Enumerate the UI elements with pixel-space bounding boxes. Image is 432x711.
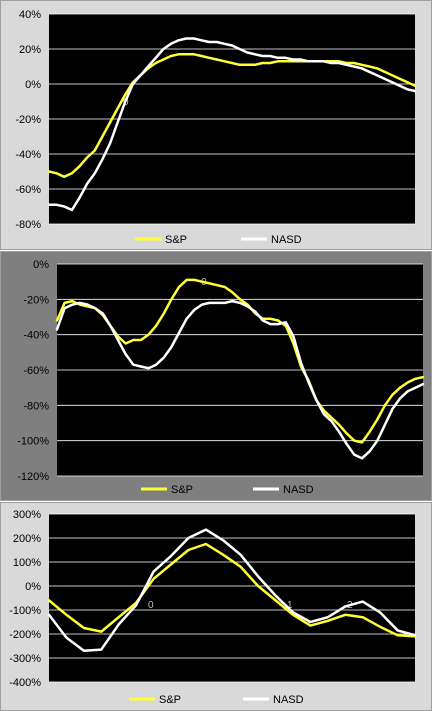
y-tick-label: 0%	[25, 79, 41, 91]
annotation-label: 0	[148, 600, 154, 611]
chart-panel-2: 0% -20% -40% -60% -80% -100% -120% 0 S&P NASD	[0, 251, 432, 501]
y-tick-label: -80%	[23, 400, 49, 412]
y-tick-label: -100%	[17, 436, 49, 448]
y-tick-label: -60%	[23, 365, 49, 377]
legend-label-nasd: NASD	[283, 484, 314, 496]
annotation-label: 1	[287, 600, 293, 611]
y-tick-label: -400%	[9, 677, 41, 689]
series-line-sp	[47, 53, 417, 179]
series-line-nasd	[47, 528, 417, 653]
y-tick-label: -100%	[9, 605, 41, 617]
y-tick-label: -40%	[23, 330, 49, 342]
y-tick-label: 200%	[13, 533, 41, 545]
chart-2: 0%-20%-40%-60%-80%-100%-120%0S&P NASD	[17, 259, 425, 496]
legend-label-sp: S&P	[171, 484, 193, 496]
series-line-nasd	[47, 37, 417, 212]
series-line-sp	[55, 278, 425, 444]
chart-panel-1: 40% 20% 0% -20% -40% -60% -80% 0 S&P NASD	[0, 0, 432, 250]
y-tick-label: -60%	[15, 184, 41, 196]
y-tick-label: -200%	[9, 629, 41, 641]
legend-label-sp: S&P	[165, 234, 187, 246]
y-tick-label: 0%	[33, 259, 49, 271]
y-tick-label: -300%	[9, 653, 41, 665]
series-line-sp	[47, 542, 417, 638]
chart-panel-3: 300% 200% 100% 0% -100% -200% -300% -400% 0 1 2 S&P…	[0, 502, 432, 711]
y-tick-label: -120%	[17, 471, 49, 483]
series-line-nasd	[55, 299, 425, 460]
y-tick-label: 100%	[13, 557, 41, 569]
plot-area	[49, 514, 415, 682]
legend-label-nasd: NASD	[273, 694, 304, 706]
legend-label-nasd: NASD	[271, 234, 302, 246]
chart-1: 40%20%0%-20%-40%-60%-80%0S&P NASD	[15, 9, 417, 246]
y-tick-label: 0%	[25, 581, 41, 593]
y-tick-label: -20%	[23, 294, 49, 306]
y-tick-label: -80%	[15, 219, 41, 231]
y-tick-label: 20%	[19, 44, 41, 56]
chart-3: 300%200%100%0%-100%-200%-300%-400%0 1 2S&P…	[9, 509, 417, 706]
legend-label-sp: S&P	[159, 694, 181, 706]
y-tick-label: -40%	[15, 149, 41, 161]
y-tick-label: 40%	[19, 9, 41, 21]
y-tick-label: -20%	[15, 114, 41, 126]
y-tick-label: 300%	[13, 509, 41, 521]
